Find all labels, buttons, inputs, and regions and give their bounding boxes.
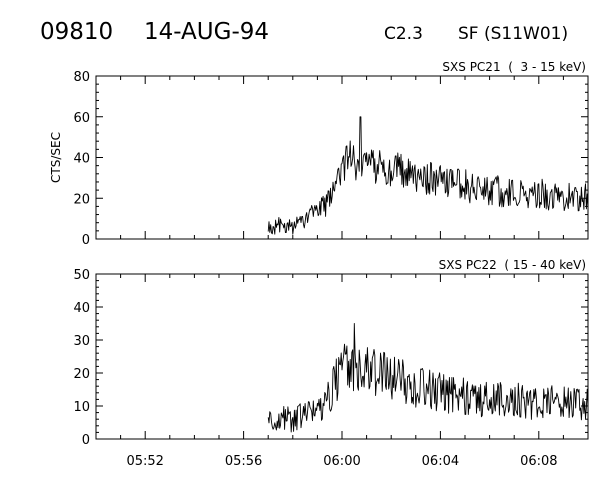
plot-frame [95, 75, 589, 240]
y-tick-label: 20 [73, 367, 90, 382]
panel-title: SXS PC22 ( 15 - 40 keV) [439, 258, 586, 272]
chart-panel-bottom: 0 10 20 30 40 50 05:52 05:56 06:00 06:04 06:08 SXS … [73, 258, 589, 469]
y-axis-label: CTS/SEC [49, 132, 63, 183]
y-tick-label: 40 [73, 152, 90, 167]
panel-title: SXS PC21 ( 3 - 15 keV) [442, 60, 586, 74]
x-tick-label: 06:00 [323, 454, 360, 469]
event-date: 14-AUG-94 [144, 19, 269, 45]
y-tick-label: 0 [82, 433, 90, 448]
series-line [267, 323, 589, 433]
y-tick-label: 40 [73, 301, 90, 316]
event-id: 09810 [40, 19, 113, 45]
x-tick-label: 05:56 [225, 454, 262, 469]
y-tick-label: 60 [73, 111, 90, 126]
x-tick-label: 05:52 [126, 454, 163, 469]
series-line [267, 116, 589, 235]
x-tick-label: 06:04 [422, 454, 459, 469]
goes-class: C2.3 [384, 24, 423, 44]
y-tick-label: 30 [73, 334, 90, 349]
x-tick-label: 06:08 [520, 454, 557, 469]
y-tick-label: 0 [82, 233, 90, 248]
chart-panel-top: 0 20 40 60 80 SXS PC21 ( 3 - 15 keV) CTS/SEC [49, 60, 589, 248]
flare-location: SF (S11W01) [458, 24, 568, 44]
figure-header: 09810 14-AUG-94 C2.3 SF (S11W01) [40, 19, 568, 45]
y-tick-label: 50 [73, 268, 90, 283]
y-tick-label: 10 [73, 400, 90, 415]
y-tick-label: 20 [73, 192, 90, 207]
y-tick-label: 80 [73, 70, 90, 85]
